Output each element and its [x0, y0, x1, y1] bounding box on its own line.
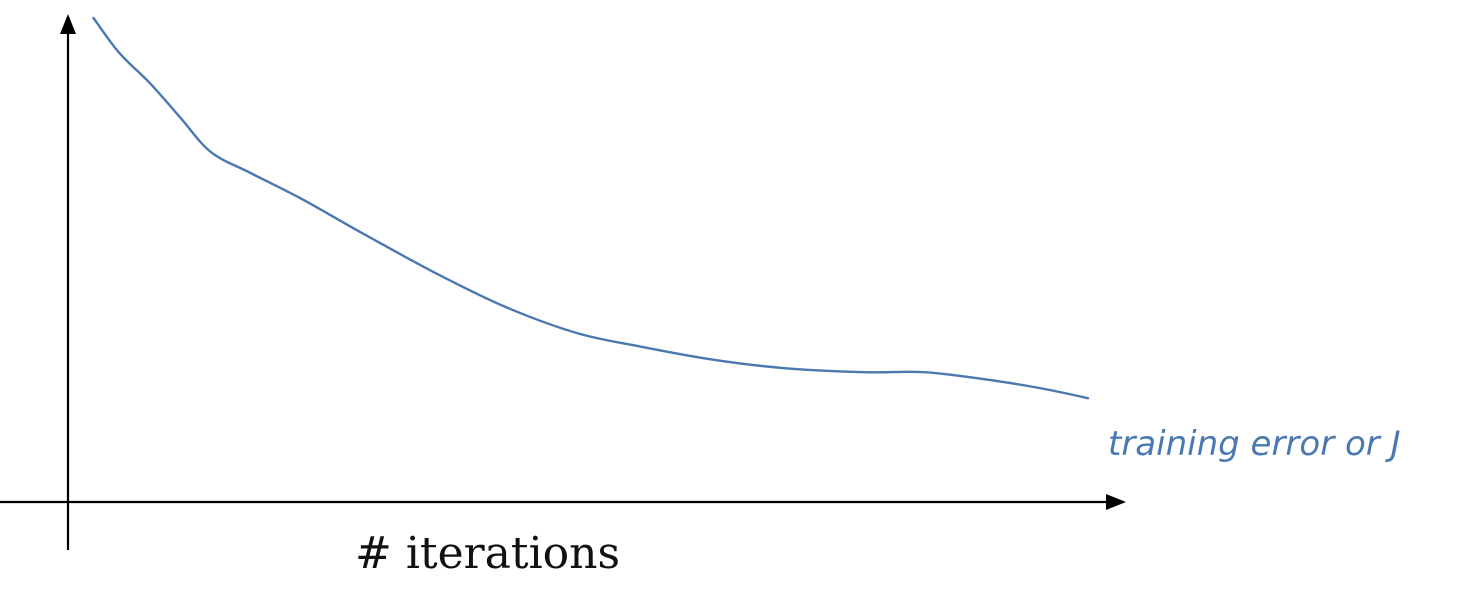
series-line-0: [92, 16, 1090, 400]
axes: [0, 14, 1126, 550]
x-axis-label: # iterations: [355, 528, 620, 579]
y-axis-arrowhead: [60, 14, 76, 34]
x-axis-arrowhead: [1106, 494, 1126, 510]
series-layer: [92, 16, 1090, 400]
curve-annotation: training error or J: [1108, 424, 1401, 464]
